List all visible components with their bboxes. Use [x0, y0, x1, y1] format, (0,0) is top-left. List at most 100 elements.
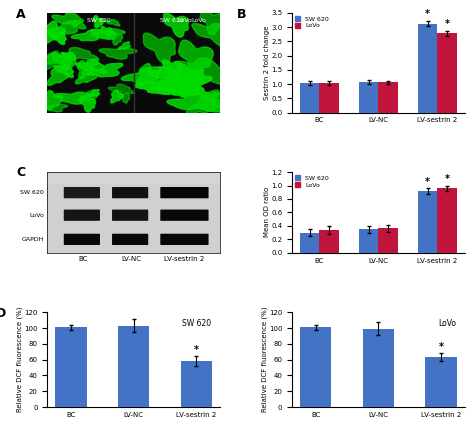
Polygon shape [52, 52, 72, 71]
Polygon shape [75, 60, 107, 73]
Polygon shape [80, 90, 97, 101]
Text: *: * [445, 19, 449, 29]
Polygon shape [88, 63, 123, 77]
Text: LV-sestrin 2: LV-sestrin 2 [164, 256, 205, 262]
Polygon shape [147, 67, 182, 81]
Text: *: * [425, 9, 430, 19]
Bar [319, 230, 339, 253]
Text: *: * [194, 345, 199, 355]
Polygon shape [62, 52, 76, 61]
Polygon shape [121, 67, 163, 83]
Bar [425, 357, 456, 407]
Bar [319, 83, 339, 113]
FancyBboxPatch shape [64, 234, 100, 245]
Polygon shape [174, 58, 227, 84]
Polygon shape [47, 65, 69, 85]
Polygon shape [110, 90, 124, 103]
Polygon shape [90, 29, 125, 39]
Text: SW 620: SW 620 [160, 18, 183, 23]
Bar [418, 23, 437, 113]
FancyBboxPatch shape [64, 187, 100, 198]
Bar [118, 326, 149, 407]
Polygon shape [37, 53, 73, 65]
Y-axis label: Relative DCF fluorescence (%): Relative DCF fluorescence (%) [16, 307, 23, 412]
Bar [359, 82, 378, 113]
FancyBboxPatch shape [112, 234, 148, 245]
FancyBboxPatch shape [9, 208, 264, 270]
Polygon shape [108, 84, 134, 94]
Text: *: * [425, 177, 430, 187]
Polygon shape [43, 104, 68, 112]
Bar [300, 327, 331, 407]
Polygon shape [99, 48, 137, 59]
Polygon shape [118, 42, 130, 49]
Polygon shape [137, 64, 159, 85]
Bar [418, 191, 437, 253]
Polygon shape [163, 60, 183, 78]
Text: LoVo: LoVo [29, 213, 44, 218]
Text: LV-NC: LV-NC [121, 256, 141, 262]
Text: A: A [17, 8, 26, 21]
Polygon shape [80, 96, 96, 112]
Text: LoVo: LoVo [178, 18, 193, 23]
Bar [378, 229, 398, 253]
Bar [363, 329, 394, 407]
Polygon shape [200, 9, 225, 35]
Bar [437, 33, 456, 113]
Polygon shape [46, 20, 81, 35]
Polygon shape [52, 13, 86, 29]
FancyBboxPatch shape [160, 210, 209, 221]
Bar [55, 327, 87, 407]
Polygon shape [156, 76, 212, 95]
Polygon shape [75, 68, 98, 84]
FancyBboxPatch shape [64, 210, 100, 221]
Text: GAPDH: GAPDH [22, 237, 44, 242]
Text: BC: BC [78, 256, 87, 262]
FancyBboxPatch shape [9, 162, 264, 224]
Text: D: D [0, 307, 6, 320]
Text: SW 620: SW 620 [87, 18, 111, 23]
Legend: SW 620, LoVo: SW 620, LoVo [295, 175, 329, 187]
Polygon shape [186, 90, 223, 114]
Text: SW 620: SW 620 [182, 319, 211, 328]
Bar [359, 229, 378, 253]
Bar [300, 233, 319, 253]
Polygon shape [58, 48, 97, 59]
Polygon shape [179, 40, 213, 76]
Y-axis label: Mean OD ratio: Mean OD ratio [264, 187, 270, 237]
Polygon shape [135, 78, 187, 94]
Y-axis label: Sestrin 2 fold change: Sestrin 2 fold change [264, 26, 270, 100]
Polygon shape [91, 31, 116, 39]
Text: C: C [17, 166, 26, 179]
FancyBboxPatch shape [9, 184, 264, 246]
Legend: SW 620, LoVo: SW 620, LoVo [295, 16, 329, 29]
Text: LoVo: LoVo [191, 18, 207, 23]
Polygon shape [43, 21, 65, 43]
Polygon shape [167, 92, 223, 112]
Text: *: * [438, 342, 444, 352]
Bar [181, 361, 212, 407]
Polygon shape [72, 30, 103, 41]
Bar [437, 188, 456, 253]
Polygon shape [54, 65, 73, 78]
Polygon shape [118, 92, 129, 103]
FancyBboxPatch shape [112, 187, 148, 198]
Polygon shape [201, 91, 223, 107]
Polygon shape [62, 56, 76, 71]
FancyBboxPatch shape [160, 234, 209, 245]
Polygon shape [164, 13, 188, 37]
Polygon shape [150, 69, 204, 88]
Y-axis label: Relative DCF fluorescence (%): Relative DCF fluorescence (%) [261, 307, 267, 412]
Polygon shape [93, 16, 104, 28]
FancyBboxPatch shape [160, 187, 209, 198]
Polygon shape [54, 92, 93, 104]
FancyBboxPatch shape [112, 210, 148, 221]
Polygon shape [143, 33, 175, 64]
Text: B: B [237, 8, 246, 21]
Polygon shape [86, 58, 99, 66]
Polygon shape [101, 26, 112, 37]
Polygon shape [48, 32, 66, 45]
Text: *: * [445, 174, 449, 184]
Polygon shape [106, 19, 120, 26]
Polygon shape [173, 64, 205, 97]
